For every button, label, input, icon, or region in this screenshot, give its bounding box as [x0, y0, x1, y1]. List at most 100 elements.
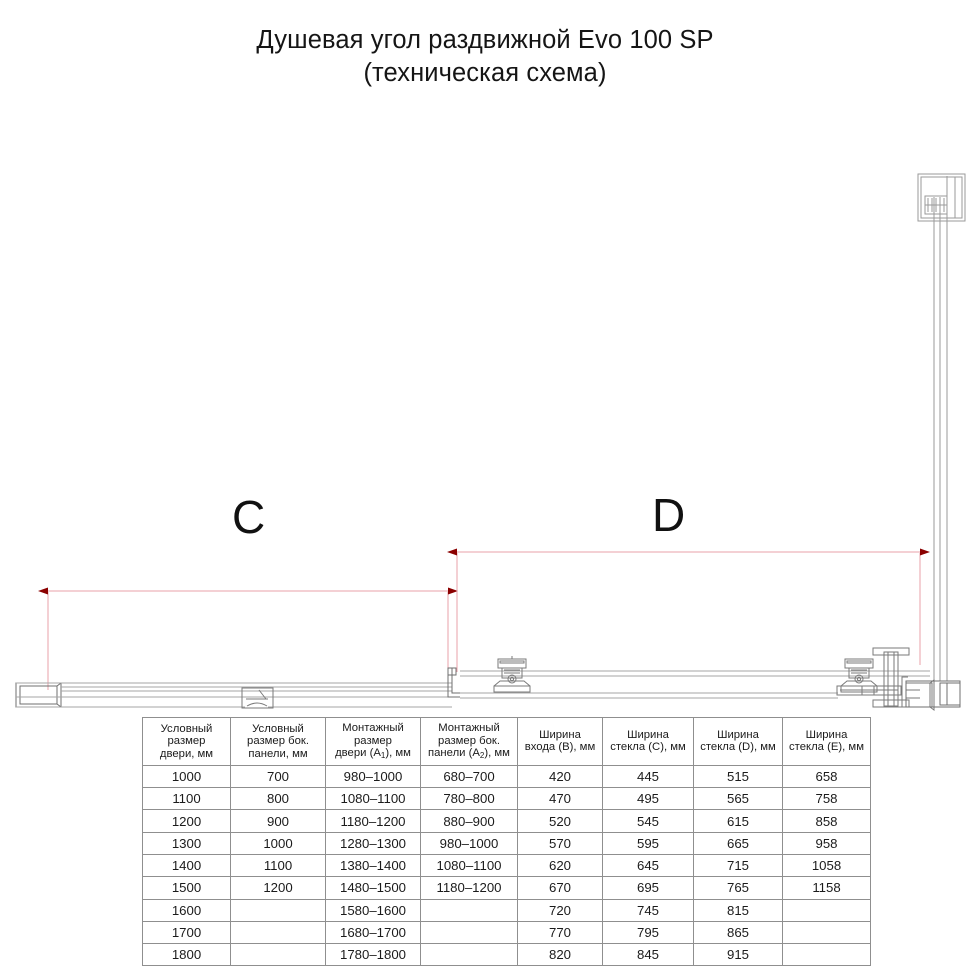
table-cell: 680–700 [420, 764, 518, 789]
table-cell: 1580–1600 [325, 898, 421, 922]
table-cell: 670 [517, 876, 603, 900]
table-cell: 1058 [782, 853, 871, 878]
wall-mount-bracket [836, 647, 935, 711]
door-handle [241, 687, 274, 709]
table-cell: 915 [693, 943, 783, 967]
table-row: 1800 1780–1800 820 845 915 [142, 943, 871, 967]
column-header-glass-width-d: Ширина стекла (D), мм [693, 717, 783, 766]
technical-drawing [15, 173, 966, 711]
table-cell [230, 920, 326, 945]
dimension-c [38, 587, 458, 690]
table-cell: 780–800 [420, 787, 518, 811]
table-cell: 1780–1800 [325, 943, 421, 967]
column-header-panel-mounting-a2: Монтажный размер бок. панели (A2), мм [420, 717, 518, 766]
roller-carriage-right [840, 658, 878, 693]
table-cell: 1100 [142, 787, 231, 811]
table-cell: 745 [602, 898, 694, 922]
table-cell [420, 898, 518, 922]
table-cell: 1400 [142, 853, 231, 878]
table-cell: 665 [693, 831, 783, 855]
table-row: 1500 1200 1480–1500 1180–1200 670 695 765 1158 [142, 876, 871, 900]
table-cell: 765 [693, 876, 783, 900]
table-cell: 658 [782, 764, 871, 789]
right-end-profile [905, 680, 961, 708]
side-panel-glass [460, 670, 930, 699]
table-row: 1200 900 1180–1200 880–900 520 545 615 858 [142, 809, 871, 833]
table-cell [420, 943, 518, 967]
left-end-profile [15, 682, 62, 708]
table-cell: 515 [693, 764, 783, 789]
table-cell: 858 [782, 809, 871, 833]
table-cell: 720 [517, 898, 603, 922]
table-cell: 1500 [142, 876, 231, 900]
table-cell: 820 [517, 943, 603, 967]
table-row: 1000 700 980–1000 680–700 420 445 515 658 [142, 764, 871, 789]
table-cell: 1800 [142, 943, 231, 967]
table-cell: 700 [230, 764, 326, 789]
page-title-line-2: (техническая схема) [363, 59, 607, 87]
table-cell [782, 920, 871, 945]
roller-carriage-left [493, 656, 531, 693]
column-header-entrance-width-b: Ширина входа (B), мм [517, 717, 603, 766]
table-cell: 845 [602, 943, 694, 967]
table-cell: 695 [602, 876, 694, 900]
door-leading-edge [447, 667, 460, 698]
column-header-door-nominal: Условный размер двери, мм [142, 717, 231, 766]
column-header-door-mounting-a1: Монтажный размер двери (A1), мм [325, 717, 421, 766]
column-header-glass-width-e: Ширина стекла (E), мм [782, 717, 871, 766]
table-cell: 1700 [142, 920, 231, 945]
page-title-line-1: Душевая угол раздвижной Evo 100 SP [256, 26, 714, 54]
table-cell: 770 [517, 920, 603, 945]
table-cell: 445 [602, 764, 694, 789]
table-cell: 495 [602, 787, 694, 811]
table-row: 1600 1580–1600 720 745 815 [142, 898, 871, 922]
dimension-label-c: C [232, 491, 266, 543]
table-cell: 1180–1200 [325, 809, 421, 833]
table-cell: 1300 [142, 831, 231, 855]
table-cell [782, 898, 871, 922]
table-row: 1300 1000 1280–1300 980–1000 570 595 665 958 [142, 831, 871, 855]
table-cell: 1080–1100 [420, 853, 518, 878]
dimension-label-d: D [652, 489, 686, 541]
table-cell: 545 [602, 809, 694, 833]
table-cell: 758 [782, 787, 871, 811]
table-cell: 958 [782, 831, 871, 855]
dimension-d [447, 548, 930, 672]
table-cell: 980–1000 [325, 764, 421, 789]
table-cell: 800 [230, 787, 326, 811]
table-cell: 1200 [142, 809, 231, 833]
table-body: 1000 700 980–1000 680–700 420 445 515 658 1100 80… [142, 764, 871, 967]
table-cell: 715 [693, 853, 783, 878]
table-cell: 1000 [230, 831, 326, 855]
table-cell: 980–1000 [420, 831, 518, 855]
page-title: Душевая угол раздвижной Evo 100 SP (техн… [0, 24, 970, 90]
table-cell [230, 943, 326, 967]
column-header-panel-nominal: Условный размер бок. панели, мм [230, 717, 326, 766]
table-cell: 1280–1300 [325, 831, 421, 855]
table-cell: 1680–1700 [325, 920, 421, 945]
table-row: 1100 800 1080–1100 780–800 470 495 565 758 [142, 787, 871, 811]
table-cell: 1080–1100 [325, 787, 421, 811]
table-cell: 865 [693, 920, 783, 945]
table-cell: 795 [602, 920, 694, 945]
table-cell: 1380–1400 [325, 853, 421, 878]
table-cell: 1200 [230, 876, 326, 900]
table-cell: 1180–1200 [420, 876, 518, 900]
table-cell: 880–900 [420, 809, 518, 833]
table-cell: 470 [517, 787, 603, 811]
spec-table-container: Условный размер двери, мм Условный разме… [142, 717, 871, 967]
table-cell: 1480–1500 [325, 876, 421, 900]
table-row: 1700 1680–1700 770 795 865 [142, 920, 871, 945]
table-cell [230, 898, 326, 922]
table-cell: 420 [517, 764, 603, 789]
table-cell: 1100 [230, 853, 326, 878]
sliding-door-panel [16, 682, 452, 708]
table-cell [782, 943, 871, 967]
table-cell: 520 [517, 809, 603, 833]
table-cell: 615 [693, 809, 783, 833]
table-cell: 900 [230, 809, 326, 833]
table-row: 1400 1100 1380–1400 1080–1100 620 645 715 1058 [142, 853, 871, 878]
specification-table: Условный размер двери, мм Условный разме… [142, 717, 871, 967]
column-header-glass-width-c: Ширина стекла (C), мм [602, 717, 694, 766]
table-cell: 1000 [142, 764, 231, 789]
